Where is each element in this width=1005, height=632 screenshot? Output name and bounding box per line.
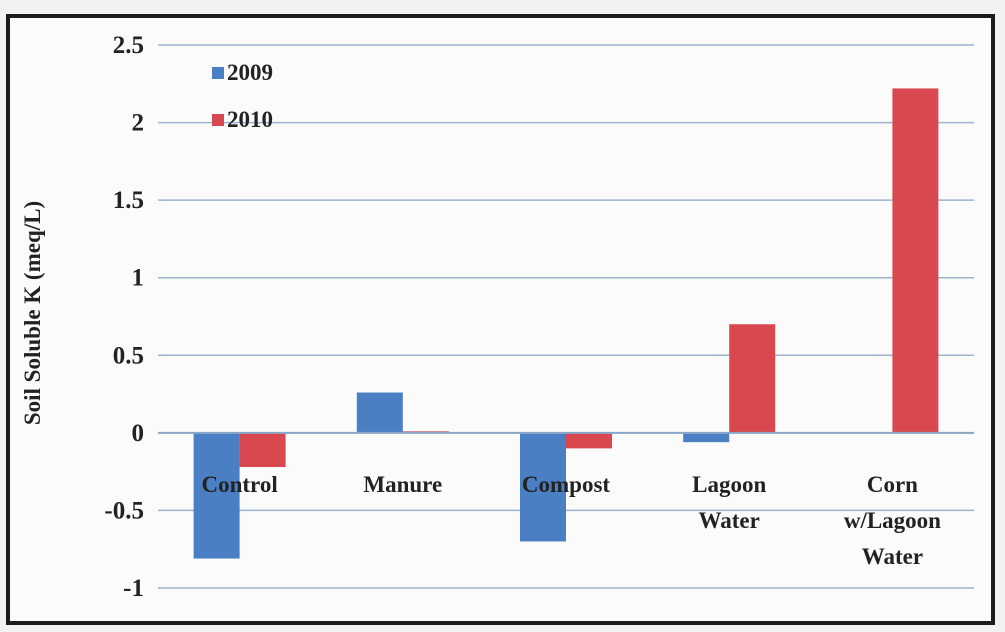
bar-2010-4 — [729, 324, 776, 433]
y-tick-label: 2.5 — [113, 32, 144, 59]
legend: 2009 2010 — [212, 60, 273, 132]
x-category-label: Corn — [867, 472, 918, 497]
bars — [193, 88, 939, 559]
x-category-label: Manure — [363, 472, 442, 497]
bar-2010-3 — [566, 432, 612, 449]
bar-2010-5 — [892, 88, 939, 433]
legend-swatch-2009 — [212, 67, 224, 79]
bar-2009-1 — [193, 432, 240, 559]
y-tick-label: 2 — [132, 110, 145, 137]
y-tick-label: 0 — [132, 420, 145, 447]
legend-label-2010: 2010 — [227, 107, 273, 132]
x-category-label: Water — [862, 544, 923, 569]
bar-2009-3 — [520, 432, 566, 542]
bar-2009-2 — [356, 392, 403, 433]
y-tick-label: 1 — [132, 265, 145, 292]
x-category-label: Compost — [522, 472, 611, 497]
y-axis-ticks: 2.5 2 1.5 1 0.5 0 -0.5 -1 — [104, 32, 144, 602]
bar-2010-1 — [239, 432, 286, 467]
y-tick-label: -1 — [123, 575, 144, 602]
x-category-label: Control — [201, 472, 277, 497]
bar-2009-4 — [683, 432, 730, 443]
x-axis-category-labels: Control Manure Compost Lagoon Water Corn w/Lag… — [201, 472, 941, 569]
x-category-label: w/Lagoon — [844, 508, 941, 533]
legend-label-2009: 2009 — [227, 60, 273, 85]
chart-frame: 2.5 2 1.5 1 0.5 0 -0.5 -1 Soil Soluble K (meq/L… — [6, 14, 995, 625]
y-axis-label: Soil Soluble K (meq/L) — [20, 201, 45, 425]
y-tick-label: -0.5 — [104, 497, 144, 524]
x-category-label: Lagoon — [692, 472, 766, 497]
legend-swatch-2010 — [212, 114, 224, 126]
y-tick-label: 1.5 — [113, 187, 144, 214]
y-tick-label: 0.5 — [113, 342, 144, 369]
x-category-label: Water — [699, 508, 760, 533]
bar-chart: 2.5 2 1.5 1 0.5 0 -0.5 -1 Soil Soluble K (meq/L… — [20, 32, 974, 602]
